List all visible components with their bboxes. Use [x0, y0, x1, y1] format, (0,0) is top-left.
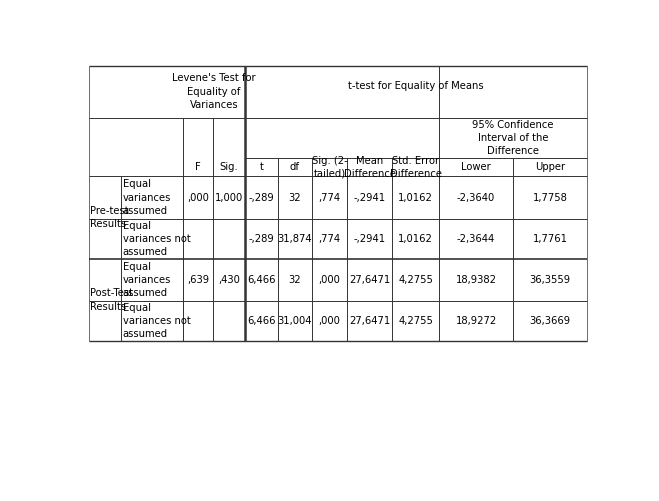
Text: 95% Confidence
Interval of the
Difference: 95% Confidence Interval of the Differenc… — [472, 120, 554, 156]
Text: ,774: ,774 — [318, 192, 341, 202]
Text: 31,874: 31,874 — [277, 234, 312, 244]
Text: df: df — [290, 162, 300, 172]
Text: 1,0162: 1,0162 — [398, 192, 433, 202]
Text: -,2941: -,2941 — [354, 192, 386, 202]
Text: Sig. (2-
tailed): Sig. (2- tailed) — [312, 155, 347, 179]
Text: 6,466: 6,466 — [247, 316, 275, 326]
Text: 4,2755: 4,2755 — [398, 316, 433, 326]
Text: ,000: ,000 — [319, 316, 341, 326]
Text: 32: 32 — [289, 192, 301, 202]
Text: Upper: Upper — [535, 162, 565, 172]
Text: Levene's Test for
Equality of
Variances: Levene's Test for Equality of Variances — [172, 74, 256, 110]
Text: Pre-test
Results: Pre-test Results — [90, 206, 129, 229]
Text: -,289: -,289 — [248, 234, 274, 244]
Text: 6,466: 6,466 — [247, 275, 275, 285]
Text: F: F — [195, 162, 201, 172]
Text: ,639: ,639 — [186, 275, 209, 285]
Text: 4,2755: 4,2755 — [398, 275, 433, 285]
Text: ,000: ,000 — [319, 275, 341, 285]
Text: ,000: ,000 — [187, 192, 209, 202]
Text: Sig.: Sig. — [219, 162, 238, 172]
Text: -2,3640: -2,3640 — [457, 192, 495, 202]
Text: 1,0162: 1,0162 — [398, 234, 433, 244]
Text: 27,6471: 27,6471 — [349, 316, 391, 326]
Text: 18,9382: 18,9382 — [455, 275, 497, 285]
Text: t-test for Equality of Means: t-test for Equality of Means — [348, 81, 484, 91]
Text: 31,004: 31,004 — [277, 316, 312, 326]
Text: -,2941: -,2941 — [354, 234, 386, 244]
Text: t: t — [260, 162, 264, 172]
Text: Lower: Lower — [461, 162, 491, 172]
Text: Mean
Difference: Mean Difference — [344, 155, 396, 179]
Text: 1,7761: 1,7761 — [532, 234, 567, 244]
Text: Equal
variances
assumed: Equal variances assumed — [123, 179, 171, 216]
Text: 32: 32 — [289, 275, 301, 285]
Text: Equal
variances
assumed: Equal variances assumed — [123, 262, 171, 298]
Text: 1,7758: 1,7758 — [532, 192, 567, 202]
Text: -2,3644: -2,3644 — [457, 234, 495, 244]
Text: ,774: ,774 — [318, 234, 341, 244]
Text: Equal
variances not
assumed: Equal variances not assumed — [123, 220, 190, 257]
Text: 18,9272: 18,9272 — [455, 316, 497, 326]
Text: ,430: ,430 — [218, 275, 240, 285]
Text: 1,000: 1,000 — [215, 192, 243, 202]
Text: 36,3559: 36,3559 — [530, 275, 571, 285]
Text: Post-Test
Results: Post-Test Results — [90, 289, 133, 312]
Text: 27,6471: 27,6471 — [349, 275, 391, 285]
Text: Std. Error
Difference: Std. Error Difference — [389, 155, 442, 179]
Text: Equal
variances not
assumed: Equal variances not assumed — [123, 303, 190, 339]
Text: 36,3669: 36,3669 — [530, 316, 571, 326]
Text: -,289: -,289 — [248, 192, 274, 202]
